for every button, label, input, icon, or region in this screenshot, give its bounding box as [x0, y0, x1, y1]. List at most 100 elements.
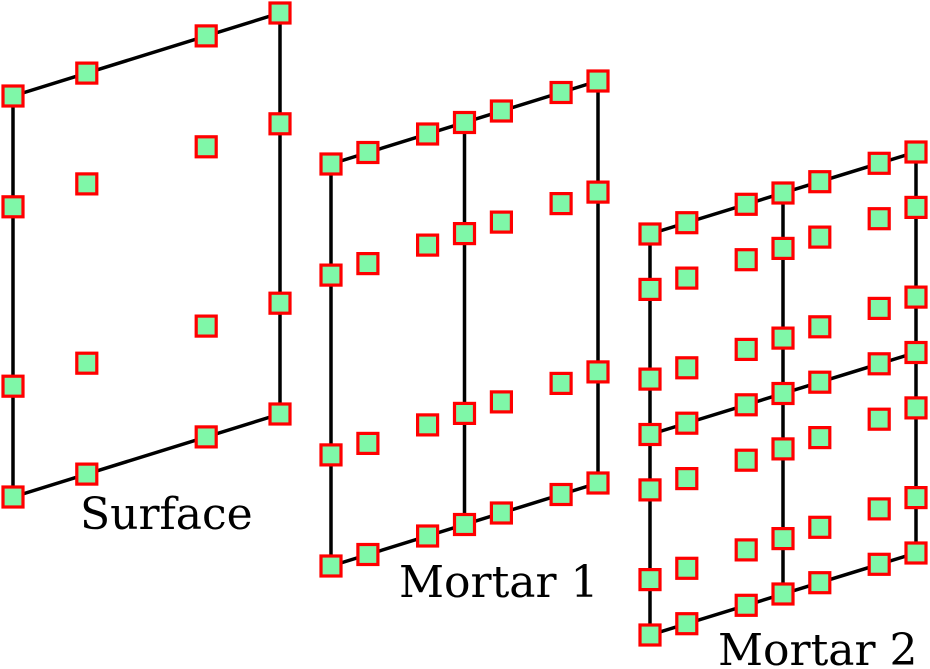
surface-node — [75, 351, 99, 375]
mortar1-node — [489, 501, 513, 525]
surface-horizontal-edge — [11, 11, 282, 98]
mortar2-node — [675, 556, 699, 580]
mortar1-node — [452, 222, 477, 246]
mortar2-node — [808, 571, 832, 595]
mortar1-node — [549, 80, 573, 105]
mortar2-node — [675, 467, 699, 491]
mortar1-node — [416, 122, 440, 146]
surface-node — [194, 314, 218, 338]
mortar2-node — [771, 381, 795, 406]
mortar2-node — [638, 478, 662, 502]
mortar2-node — [808, 315, 832, 339]
surface-node — [1, 485, 25, 509]
surface-node — [1, 84, 25, 108]
mortar2-node — [734, 538, 758, 562]
mortar2-node — [675, 211, 699, 235]
surface-node — [268, 112, 292, 136]
mortar2-node — [904, 396, 928, 420]
mortar2-node — [808, 515, 832, 539]
surface-node — [75, 172, 99, 196]
mortar2-element — [638, 140, 928, 647]
surface-node — [194, 425, 218, 449]
mortar1-node — [586, 180, 610, 204]
mortar2-node — [808, 225, 832, 249]
mortar2-node — [734, 448, 758, 472]
mortar1-node — [416, 413, 440, 437]
mortar1-node — [319, 263, 343, 287]
surface-element — [1, 1, 292, 509]
mortar1-node — [356, 140, 380, 165]
mortar2-node — [771, 181, 795, 205]
mortar2-node — [734, 248, 758, 272]
mortar2-node — [771, 236, 795, 260]
mortar2-node — [808, 426, 832, 450]
mortar2-node — [638, 367, 662, 391]
mortar1-node — [319, 554, 343, 578]
mortar1-node — [489, 390, 513, 414]
mortar2-node — [771, 526, 795, 551]
mortar1-node — [416, 233, 440, 257]
mortar1-node — [416, 524, 440, 548]
mortar2-node — [734, 393, 758, 417]
mortar2-node — [675, 356, 699, 380]
mortar1-node — [586, 360, 610, 384]
mortar1-element — [319, 69, 610, 578]
mortar2-node — [904, 541, 928, 565]
mortar2-node — [771, 582, 795, 606]
mortar2-node — [734, 192, 758, 216]
mortar2-node — [904, 140, 928, 164]
mortar2-node — [867, 207, 891, 231]
mortar1-node — [319, 152, 343, 176]
mortar2-node — [675, 612, 699, 636]
mortar1-node — [586, 471, 610, 495]
mortar1-node — [586, 69, 610, 93]
mortar2-node — [867, 497, 891, 521]
mortar2-node — [675, 266, 699, 290]
mortar2-node — [904, 285, 928, 309]
mortar2-node — [734, 337, 758, 361]
surface-node — [1, 374, 25, 398]
mortar2-node — [638, 422, 662, 447]
mortar2-node — [904, 486, 928, 510]
mortar1-label: Mortar 1 — [399, 557, 599, 608]
mortar1-node — [549, 482, 573, 507]
mortar2-node — [867, 151, 891, 175]
mortar1-node — [489, 210, 513, 234]
mortar1-node — [319, 443, 343, 467]
mortar1-node — [356, 431, 380, 455]
mortar2-node — [867, 352, 891, 376]
mortar2-node — [638, 277, 662, 301]
mortar1-node — [452, 110, 477, 135]
surface-node — [75, 462, 99, 486]
mortar2-node — [808, 170, 832, 194]
mortar1-node — [356, 252, 380, 276]
mortar2-node — [867, 407, 891, 431]
mortar2-node — [904, 340, 928, 365]
surface-horizontal-edge — [11, 412, 282, 499]
mortar1-node — [452, 401, 477, 425]
surface-node — [268, 402, 292, 426]
mortar1-node — [549, 371, 573, 395]
surface-node — [194, 135, 218, 159]
mortar2-node — [808, 370, 832, 394]
mortar1-node — [489, 99, 513, 123]
surface-node — [268, 291, 292, 315]
mortar2-node — [867, 296, 891, 320]
mortar2-node — [638, 567, 662, 592]
mortar2-node — [734, 593, 758, 617]
mortar2-node — [771, 326, 795, 350]
mortar2-node — [638, 222, 662, 246]
mortar2-label: Mortar 2 — [718, 625, 918, 669]
surface-label: Surface — [80, 489, 253, 540]
mortar2-node — [771, 437, 795, 461]
surface-node — [194, 24, 218, 48]
mortar2-node — [675, 411, 699, 435]
surface-node — [75, 61, 99, 85]
surface-node — [268, 1, 292, 25]
mortar2-node — [904, 195, 928, 219]
mortar2-node — [638, 623, 662, 647]
surface-node — [1, 195, 25, 219]
mortar1-node — [356, 542, 380, 567]
mortar2-node — [867, 552, 891, 576]
